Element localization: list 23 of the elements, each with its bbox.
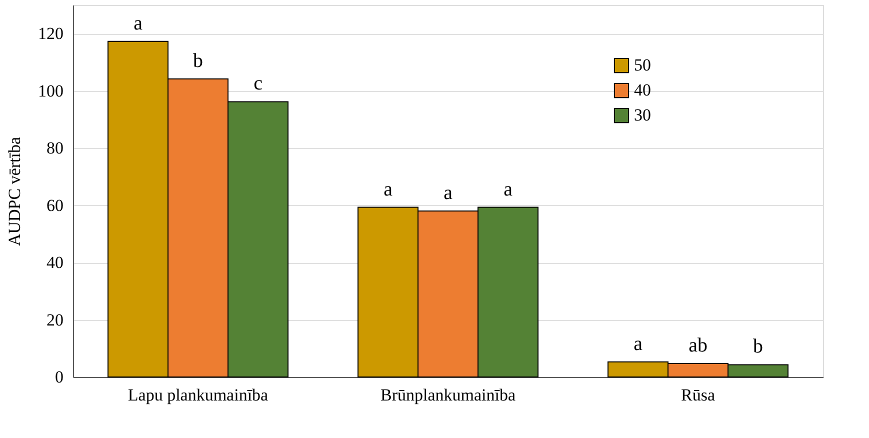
legend-label: 40 (634, 80, 651, 100)
data-label: ab (688, 334, 708, 357)
y-axis-title: AUDPC vērtība (5, 136, 24, 246)
y-tick-label: 60 (46, 196, 64, 215)
y-tick-label: 100 (38, 81, 64, 100)
data-label: a (134, 12, 143, 34)
data-label: b (753, 336, 763, 358)
y-tick-label: 20 (46, 310, 64, 330)
x-tick-label: Rūsa (681, 386, 716, 404)
legend-label: 30 (634, 106, 651, 125)
x-tick-label: Lapu plankumainība (128, 386, 269, 404)
data-label: c (254, 72, 263, 95)
data-label: a (634, 332, 643, 355)
y-tick-label: 120 (38, 24, 64, 44)
data-label: a (384, 178, 393, 200)
y-tick-label: 80 (46, 138, 64, 158)
data-label: a (504, 178, 513, 200)
legend-label: 50 (634, 56, 651, 75)
y-tick-label: 40 (46, 253, 64, 272)
x-tick-label: Brūnplankumainība (380, 386, 516, 404)
data-label: b (193, 50, 203, 72)
y-tick-label: 0 (55, 368, 64, 386)
data-label: a (444, 182, 453, 204)
